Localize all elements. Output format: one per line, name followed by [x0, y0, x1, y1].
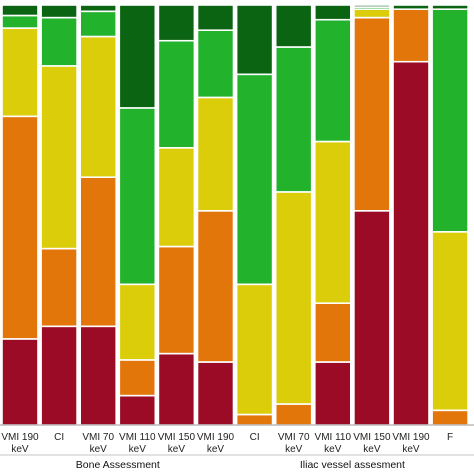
x-tick-label: VMI 190 [392, 432, 430, 443]
x-tick-label: VMI 110 [315, 432, 352, 443]
group-labels: Bone Assessment Iliac vessel assesment [76, 459, 405, 471]
bar-segment-0-0 [1, 338, 39, 426]
bar-segment-0-3 [1, 14, 39, 29]
bar-segment-9-0 [353, 210, 391, 426]
bar-segment-7-3 [274, 46, 313, 193]
bar-segment-3-0 [118, 394, 157, 426]
bar-segment-5-0 [196, 361, 235, 426]
x-tick-label: CI [250, 432, 260, 443]
bar-segment-3-3 [118, 107, 157, 286]
bar-segment-8-1 [313, 302, 352, 363]
bar-segment-7-1 [274, 403, 313, 426]
bar-segment-10-4 [392, 4, 430, 10]
bar-segment-8-2 [313, 140, 352, 304]
bar-segment-9-1 [353, 16, 391, 212]
bar-segment-4-3 [157, 39, 196, 149]
bar-segment-10-0 [392, 60, 430, 426]
group-label: Iliac vessel assesment [300, 459, 405, 471]
x-tick-label: keV [402, 444, 420, 455]
group-label: Bone Assessment [76, 459, 160, 471]
bar-segment-11-3 [431, 8, 469, 233]
bar-segment-1-3 [40, 16, 78, 67]
bar-segment-5-1 [196, 210, 235, 363]
x-tick-label: keV [168, 444, 186, 455]
bar-segment-2-0 [79, 325, 117, 426]
bar-segment-8-3 [313, 18, 352, 143]
bar-segment-3-4 [118, 4, 157, 109]
bar-segment-9-4 [353, 4, 391, 8]
bar-segment-3-1 [118, 359, 157, 397]
bar-segment-0-2 [1, 27, 39, 118]
bar-segment-6-3 [235, 73, 274, 286]
bar-segment-1-4 [40, 4, 78, 19]
bar-segment-10-1 [392, 8, 430, 63]
bar-segment-11-1 [431, 409, 469, 426]
bar-segment-7-2 [274, 191, 313, 405]
bar-segment-5-2 [196, 96, 235, 212]
bar-segment-2-1 [79, 176, 117, 328]
x-tick-label: keV [285, 444, 303, 455]
bar-segment-2-2 [79, 35, 117, 178]
x-tick-label: VMI 150 [158, 432, 196, 443]
x-tick-label: VMI 70 [278, 432, 310, 443]
bar-segment-7-4 [274, 4, 313, 48]
x-tick-label: keV [363, 444, 381, 455]
x-tick-label: keV [129, 444, 147, 455]
x-tick-label: keV [324, 444, 342, 455]
bars [1, 4, 469, 426]
bar-segment-4-2 [157, 147, 196, 248]
bar-segment-0-1 [1, 115, 39, 340]
bar-segment-6-1 [235, 413, 274, 426]
bar-segment-1-1 [40, 247, 78, 328]
x-tick-label: VMI 70 [82, 432, 114, 443]
bar-segment-9-2 [353, 8, 391, 19]
bar-segment-1-0 [40, 325, 78, 426]
x-tick-label: VMI 110 [119, 432, 156, 443]
bar-segment-11-2 [431, 231, 469, 412]
x-tick-label: VMI 190 [197, 432, 235, 443]
bar-segment-4-0 [157, 352, 196, 426]
x-tick-label: F [447, 432, 453, 443]
bar-segment-5-4 [196, 4, 235, 32]
bar-segment-2-3 [79, 10, 117, 38]
bar-segment-1-2 [40, 65, 78, 250]
bar-segment-3-2 [118, 283, 157, 361]
bar-segment-4-4 [157, 4, 196, 42]
x-tick-label: VMI 190 [1, 432, 39, 443]
x-tick-label: keV [11, 444, 29, 455]
x-tick-label: keV [207, 444, 225, 455]
bar-segment-0-4 [1, 4, 39, 17]
bar-segment-6-2 [235, 283, 274, 416]
x-tick-label: VMI 150 [353, 432, 391, 443]
axis-frame [0, 424, 474, 456]
bar-segment-2-4 [79, 4, 117, 13]
bar-segment-8-0 [313, 361, 352, 426]
bar-segment-6-4 [235, 4, 274, 76]
bar-segment-4-1 [157, 245, 196, 355]
bar-segment-8-4 [313, 4, 352, 21]
x-tick-label: keV [90, 444, 108, 455]
bar-segment-5-3 [196, 29, 235, 99]
bar-segment-11-4 [431, 4, 469, 10]
x-tick-label: CI [54, 432, 64, 443]
